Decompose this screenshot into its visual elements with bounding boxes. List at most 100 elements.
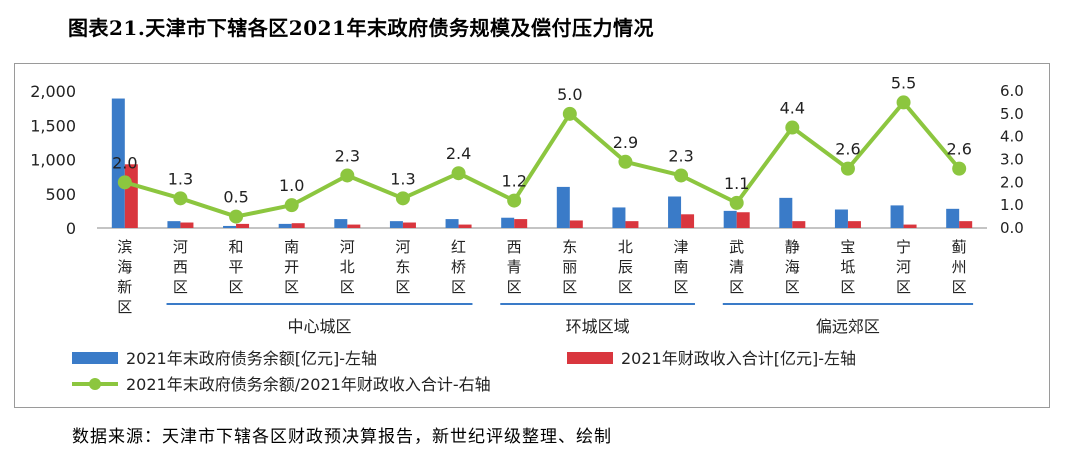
y-right-tick-label: 6.0 — [1000, 82, 1024, 100]
y-right-tick-label: 1.0 — [1000, 196, 1024, 214]
category-label: 静海区 — [785, 238, 800, 296]
bar-revenue — [903, 224, 917, 228]
ratio-data-label: 2.6 — [835, 140, 860, 159]
category-label: 宝坻区 — [840, 238, 855, 296]
ratio-data-label: 2.0 — [112, 153, 137, 172]
ratio-point — [729, 195, 744, 210]
y-left-tick-label: 2,000 — [30, 82, 76, 101]
bar-debt — [334, 219, 348, 228]
legend-swatch-revenue — [567, 352, 613, 364]
group-label: 环城区域 — [566, 317, 630, 336]
category-label: 蓟州区 — [952, 238, 967, 296]
bar-revenue — [792, 221, 806, 228]
y-right-tick-label: 0.0 — [1000, 219, 1024, 237]
legend-label-revenue: 2021年财政收入合计[亿元]-左轴 — [621, 349, 856, 368]
y-right-tick-label: 3.0 — [1000, 151, 1024, 169]
bar-debt — [389, 221, 403, 228]
y-left-tick-label: 0 — [66, 219, 76, 238]
bar-revenue — [514, 219, 528, 228]
bar-debt — [946, 208, 960, 228]
category-label: 河东区 — [395, 238, 410, 296]
ratio-point — [229, 209, 244, 224]
ratio-data-label: 5.0 — [557, 85, 582, 104]
ratio-data-label: 0.5 — [223, 188, 248, 207]
source-note: 数据来源：天津市下辖各区财政预决算报告，新世纪评级整理、绘制 — [72, 427, 612, 447]
category-label: 滨海新区 — [117, 238, 132, 316]
bar-debt — [111, 98, 125, 228]
ratio-point — [618, 154, 633, 169]
ratio-point — [451, 166, 466, 181]
ratio-point — [562, 106, 577, 121]
bar-revenue — [569, 220, 583, 228]
bar-revenue — [736, 212, 750, 228]
category-label: 河西区 — [173, 238, 188, 296]
bar-debt — [779, 197, 793, 228]
bar-debt — [501, 217, 515, 228]
y-left-tick-label: 1,000 — [30, 151, 76, 170]
ratio-point — [395, 191, 410, 206]
group-label: 中心城区 — [287, 317, 351, 336]
legend-swatch-ratio-dot — [89, 378, 101, 390]
ratio-point — [507, 193, 522, 208]
ratio-data-label: 4.4 — [780, 99, 805, 118]
ratio-data-label: 2.3 — [668, 146, 693, 165]
bar-debt — [167, 221, 181, 228]
bar-revenue — [347, 224, 361, 228]
ratio-data-label: 5.5 — [891, 73, 916, 92]
bar-debt — [556, 186, 570, 228]
category-label: 河北区 — [340, 238, 355, 296]
chart-title: 图表21.天津市下辖各区2021年末政府债务规模及偿付压力情况 — [68, 16, 654, 40]
bar-debt — [890, 205, 904, 228]
category-label: 南开区 — [284, 238, 299, 296]
bar-revenue — [681, 214, 695, 228]
group-label: 偏远郊区 — [816, 317, 880, 336]
ratio-data-label: 1.1 — [724, 174, 749, 193]
ratio-point — [284, 198, 299, 213]
bar-debt — [278, 223, 292, 228]
bar-revenue — [291, 223, 305, 228]
category-label: 北辰区 — [618, 238, 633, 296]
y-right-tick-label: 2.0 — [1000, 173, 1024, 191]
bar-debt — [223, 225, 237, 228]
bar-debt — [445, 219, 459, 228]
ratio-point — [840, 161, 855, 176]
bar-debt — [834, 209, 848, 228]
category-label: 宁河区 — [896, 238, 911, 296]
legend-label-ratio: 2021年末政府债务余额/2021年财政收入合计-右轴 — [126, 375, 491, 394]
y-right-tick-label: 5.0 — [1000, 105, 1024, 123]
ratio-data-label: 2.6 — [946, 140, 971, 159]
legend-swatch-debt — [72, 352, 118, 364]
category-label: 东丽区 — [562, 238, 577, 296]
ratio-point — [785, 120, 800, 135]
ratio-data-label: 1.3 — [390, 169, 415, 188]
bar-revenue — [236, 223, 250, 228]
ratio-data-label: 2.9 — [613, 133, 638, 152]
bar-debt — [723, 210, 737, 228]
category-label: 和平区 — [229, 238, 244, 296]
bar-revenue — [625, 221, 639, 228]
ratio-point — [896, 95, 911, 110]
ratio-line — [124, 100, 961, 219]
ratio-point — [173, 191, 188, 206]
category-label: 西青区 — [507, 238, 522, 296]
bar-revenue — [458, 224, 472, 228]
y-right-tick-label: 4.0 — [1000, 128, 1024, 146]
ratio-point — [952, 161, 967, 176]
bar-revenue — [959, 221, 973, 228]
ratio-data-label: 1.0 — [279, 176, 304, 195]
y-left-tick-label: 500 — [45, 185, 76, 204]
ratio-point — [674, 168, 689, 183]
category-label: 武清区 — [729, 238, 744, 296]
bar-revenue — [124, 164, 138, 228]
ratio-data-label: 1.2 — [501, 172, 526, 191]
ratio-data-label: 2.3 — [335, 146, 360, 165]
chart-frame — [14, 63, 1050, 408]
ratio-data-label: 2.4 — [446, 144, 471, 163]
category-label: 红桥区 — [451, 238, 466, 296]
bar-debt — [668, 196, 682, 228]
ratio-data-label: 1.3 — [168, 169, 193, 188]
bar-revenue — [847, 221, 861, 228]
ratio-point — [117, 175, 132, 190]
bar-debt — [612, 207, 626, 228]
